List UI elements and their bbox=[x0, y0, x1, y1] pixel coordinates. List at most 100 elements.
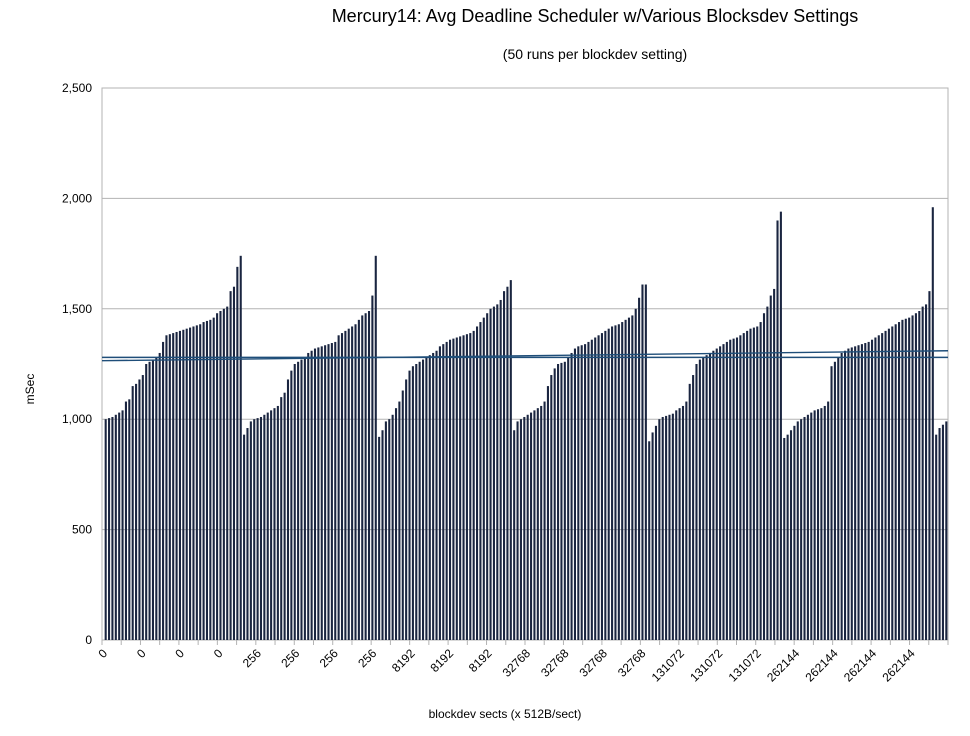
bar bbox=[935, 434, 938, 640]
bar bbox=[536, 408, 539, 640]
bar bbox=[867, 341, 870, 640]
bar bbox=[661, 416, 664, 640]
bar bbox=[590, 339, 593, 640]
bar bbox=[708, 352, 712, 640]
bar bbox=[881, 333, 884, 640]
bar bbox=[567, 357, 570, 640]
bar bbox=[732, 338, 735, 640]
bar bbox=[384, 421, 387, 640]
bar bbox=[212, 317, 215, 640]
bar bbox=[401, 390, 404, 640]
bar bbox=[418, 361, 421, 640]
bar bbox=[347, 328, 350, 640]
bar bbox=[165, 335, 168, 640]
x-tick-label: 32768 bbox=[538, 646, 572, 680]
bar bbox=[344, 330, 347, 640]
bar bbox=[698, 359, 701, 640]
bar bbox=[789, 430, 793, 640]
bar bbox=[513, 430, 516, 640]
bar bbox=[202, 322, 205, 640]
bar bbox=[398, 401, 401, 640]
bar bbox=[178, 330, 181, 640]
bar bbox=[442, 344, 445, 640]
bar bbox=[557, 364, 560, 640]
bar bbox=[172, 333, 175, 640]
bar bbox=[182, 329, 185, 640]
x-tick-label: 8192 bbox=[427, 646, 456, 675]
bar bbox=[151, 359, 154, 640]
x-tick-label: 256 bbox=[278, 646, 302, 670]
bar bbox=[415, 364, 418, 640]
bar bbox=[820, 408, 823, 640]
bar bbox=[712, 350, 715, 640]
bar bbox=[246, 428, 249, 640]
bar bbox=[671, 413, 674, 640]
bar bbox=[145, 364, 148, 640]
bar bbox=[752, 327, 755, 640]
bar bbox=[941, 424, 944, 640]
bar bbox=[469, 333, 472, 640]
bar bbox=[641, 284, 644, 640]
bar bbox=[300, 359, 303, 640]
x-tick-label: 0 bbox=[95, 646, 110, 661]
bar bbox=[587, 341, 590, 640]
bar bbox=[756, 326, 759, 640]
bar bbox=[908, 317, 911, 640]
bar bbox=[462, 335, 465, 640]
bar bbox=[783, 437, 786, 640]
bar bbox=[374, 255, 377, 640]
bar bbox=[735, 337, 739, 640]
chart-title: Mercury14: Avg Deadline Scheduler w/Vari… bbox=[331, 6, 859, 26]
bar bbox=[425, 357, 428, 640]
bar bbox=[560, 362, 563, 640]
bar bbox=[526, 414, 529, 640]
bar bbox=[286, 379, 290, 640]
bar bbox=[476, 326, 479, 640]
bar bbox=[597, 335, 600, 640]
bar bbox=[729, 339, 732, 640]
bar bbox=[847, 348, 850, 640]
bar bbox=[786, 434, 789, 640]
bar bbox=[762, 313, 766, 640]
bar bbox=[293, 364, 296, 640]
x-tick-label: 32768 bbox=[577, 646, 611, 680]
bar bbox=[600, 333, 603, 640]
bar bbox=[816, 409, 820, 640]
bar bbox=[452, 338, 455, 640]
bar bbox=[638, 297, 641, 640]
bar bbox=[570, 352, 573, 640]
bar bbox=[843, 350, 847, 640]
bar bbox=[604, 330, 607, 640]
bar bbox=[766, 306, 769, 640]
bar bbox=[421, 359, 425, 640]
bar bbox=[324, 345, 327, 640]
bar bbox=[516, 421, 519, 640]
bar bbox=[192, 326, 195, 640]
bar bbox=[857, 345, 860, 640]
bar bbox=[118, 412, 121, 640]
bar bbox=[685, 401, 688, 640]
bar bbox=[486, 313, 489, 640]
bar bbox=[550, 375, 553, 640]
bar bbox=[806, 414, 809, 640]
x-tick-label: 131072 bbox=[687, 646, 725, 684]
y-tick-label: 2,500 bbox=[62, 81, 92, 95]
bar bbox=[283, 392, 286, 640]
bar bbox=[189, 327, 192, 640]
bar bbox=[658, 419, 661, 640]
bar bbox=[840, 352, 843, 640]
x-tick-label: 131072 bbox=[726, 646, 764, 684]
bar bbox=[168, 334, 171, 640]
trend-line bbox=[101, 350, 949, 362]
bar bbox=[931, 207, 934, 641]
bar bbox=[340, 333, 344, 640]
bar bbox=[290, 370, 293, 640]
bar bbox=[523, 416, 526, 640]
bar bbox=[898, 322, 901, 640]
bar bbox=[725, 341, 728, 640]
bar bbox=[719, 346, 722, 640]
bar bbox=[796, 421, 799, 640]
bar bbox=[827, 401, 830, 640]
bar bbox=[779, 211, 782, 640]
bar bbox=[648, 441, 651, 640]
